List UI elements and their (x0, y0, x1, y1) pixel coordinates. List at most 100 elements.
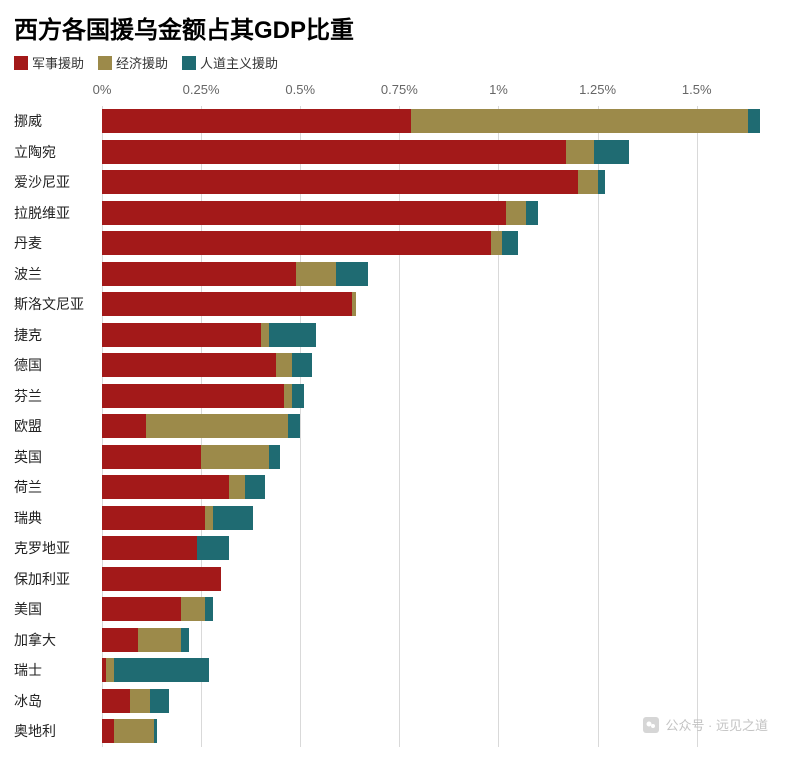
chart-title: 西方各国援乌金额占其GDP比重 (0, 0, 786, 51)
country-label: 奥地利 (10, 716, 102, 747)
bar-row (102, 625, 776, 656)
bar-wrap (102, 170, 776, 194)
bar-row (102, 564, 776, 595)
bar-segment-military (102, 506, 205, 530)
country-label: 英国 (10, 442, 102, 473)
bar-wrap (102, 658, 776, 682)
bar-segment-humanitarian (205, 597, 213, 621)
bar-wrap (102, 689, 776, 713)
bar-wrap (102, 201, 776, 225)
bar-segment-military (102, 719, 114, 743)
country-label: 荷兰 (10, 472, 102, 503)
bar-segment-economic (261, 323, 269, 347)
bar-wrap (102, 445, 776, 469)
bar-segment-humanitarian (213, 506, 253, 530)
bar-row (102, 289, 776, 320)
bar-segment-military (102, 231, 491, 255)
bar-segment-military (102, 384, 284, 408)
bar-segment-humanitarian (292, 353, 312, 377)
legend-item-military: 军事援助 (14, 53, 84, 72)
country-label: 德国 (10, 350, 102, 381)
bar-segment-military (102, 170, 578, 194)
bar-segment-humanitarian (598, 170, 606, 194)
axis-tick: 1.5% (682, 82, 712, 97)
bar-segment-economic (130, 689, 150, 713)
country-label: 拉脱维亚 (10, 198, 102, 229)
bar-segment-military (102, 628, 138, 652)
bar-wrap (102, 262, 776, 286)
bar-segment-military (102, 201, 506, 225)
bar-segment-military (102, 567, 221, 591)
x-axis: 0%0.25%0.5%0.75%1%1.25%1.5% (10, 82, 776, 106)
bar-segment-humanitarian (336, 262, 368, 286)
bar-wrap (102, 475, 776, 499)
watermark: 公众号 · 远见之道 (643, 715, 768, 734)
bar-segment-humanitarian (181, 628, 189, 652)
bar-row (102, 533, 776, 564)
bar-segment-humanitarian (197, 536, 229, 560)
country-label: 立陶宛 (10, 137, 102, 168)
country-label: 捷克 (10, 320, 102, 351)
bar-segment-military (102, 689, 130, 713)
swatch-military (14, 56, 28, 70)
bar-wrap (102, 140, 776, 164)
bar-segment-humanitarian (114, 658, 209, 682)
bar-segment-military (102, 262, 296, 286)
bar-segment-humanitarian (292, 384, 304, 408)
axis-ticks: 0%0.25%0.5%0.75%1%1.25%1.5% (102, 82, 776, 106)
bar-row (102, 106, 776, 137)
bar-row (102, 350, 776, 381)
bar-segment-humanitarian (154, 719, 158, 743)
bar-row (102, 137, 776, 168)
bar-segment-economic (411, 109, 748, 133)
bar-wrap (102, 353, 776, 377)
bar-segment-military (102, 475, 229, 499)
bar-segment-humanitarian (150, 689, 170, 713)
country-label: 丹麦 (10, 228, 102, 259)
country-label: 加拿大 (10, 625, 102, 656)
bar-segment-economic (284, 384, 292, 408)
bar-row (102, 228, 776, 259)
labels-column: 挪威立陶宛爱沙尼亚拉脱维亚丹麦波兰斯洛文尼亚捷克德国芬兰欧盟英国荷兰瑞典克罗地亚… (10, 106, 102, 747)
country-label: 瑞典 (10, 503, 102, 534)
bar-segment-humanitarian (526, 201, 538, 225)
axis-tick: 0.75% (381, 82, 418, 97)
bar-segment-economic (506, 201, 526, 225)
bar-segment-military (102, 414, 146, 438)
bar-segment-economic (296, 262, 336, 286)
bar-segment-humanitarian (269, 323, 317, 347)
bar-segment-economic (205, 506, 213, 530)
chart-area: 0%0.25%0.5%0.75%1%1.25%1.5% 挪威立陶宛爱沙尼亚拉脱维… (10, 82, 776, 747)
bars-column (102, 106, 776, 747)
bar-wrap (102, 109, 776, 133)
bar-segment-humanitarian (594, 140, 630, 164)
legend-label-economic: 经济援助 (116, 53, 168, 72)
swatch-humanitarian (182, 56, 196, 70)
bar-segment-economic (106, 658, 114, 682)
country-label: 挪威 (10, 106, 102, 137)
bar-segment-military (102, 323, 261, 347)
country-label: 波兰 (10, 259, 102, 290)
bar-segment-economic (146, 414, 289, 438)
country-label: 克罗地亚 (10, 533, 102, 564)
bar-segment-military (102, 109, 411, 133)
bar-segment-economic (566, 140, 594, 164)
country-label: 美国 (10, 594, 102, 625)
bar-segment-military (102, 140, 566, 164)
bar-row (102, 594, 776, 625)
bar-segment-economic (181, 597, 205, 621)
axis-tick: 1% (489, 82, 508, 97)
legend: 军事援助 经济援助 人道主义援助 (0, 51, 786, 82)
axis-tick: 1.25% (579, 82, 616, 97)
country-label: 欧盟 (10, 411, 102, 442)
bar-wrap (102, 414, 776, 438)
bar-segment-economic (352, 292, 356, 316)
bar-segment-humanitarian (288, 414, 300, 438)
bar-segment-economic (276, 353, 292, 377)
legend-label-military: 军事援助 (32, 53, 84, 72)
bar-segment-humanitarian (245, 475, 265, 499)
bar-segment-humanitarian (502, 231, 518, 255)
plot: 挪威立陶宛爱沙尼亚拉脱维亚丹麦波兰斯洛文尼亚捷克德国芬兰欧盟英国荷兰瑞典克罗地亚… (10, 106, 776, 747)
bar-segment-economic (578, 170, 598, 194)
bar-row (102, 381, 776, 412)
